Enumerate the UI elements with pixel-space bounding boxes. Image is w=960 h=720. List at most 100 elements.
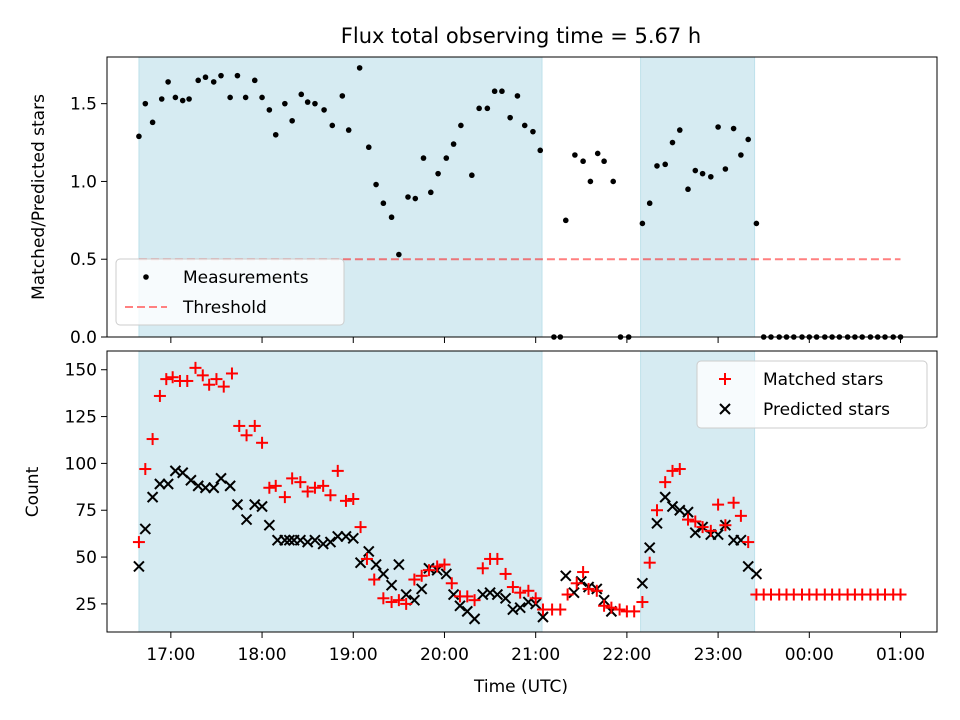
matched-star-point	[682, 513, 694, 526]
predicted-stars-points	[133, 465, 763, 625]
predicted-star-point	[309, 534, 321, 546]
predicted-star-stroke	[199, 482, 212, 494]
top-x-ticks	[170, 337, 902, 343]
matched-star-point	[189, 361, 202, 374]
matched-star-point	[196, 369, 209, 382]
matched-star-point	[225, 367, 238, 380]
top-y-tick-label: 0.5	[70, 250, 97, 270]
matched-star-point	[582, 582, 595, 595]
predicted-star-point	[256, 500, 268, 513]
measurement-point	[562, 217, 569, 224]
measurement-point	[165, 79, 171, 85]
matched-star-point	[203, 378, 216, 391]
matched-star-point	[438, 558, 451, 571]
observing-window-top-1	[640, 56, 756, 338]
top-panel: 0.0 0.5 1.0 1.5 Matched/Predicted stars Mea…	[29, 56, 938, 348]
matched-star-point	[894, 588, 907, 601]
predicted-star-stroke	[454, 600, 466, 612]
bottom-legend-box	[696, 360, 928, 429]
measurement-point	[388, 214, 395, 221]
top-legend-box	[115, 258, 345, 326]
measurement-point	[242, 94, 249, 101]
predicted-star-point	[689, 527, 702, 539]
predicted-star-stroke	[332, 530, 344, 543]
measurement-point	[738, 152, 744, 158]
predicted-star-stroke	[750, 568, 763, 580]
measurement-point	[373, 181, 379, 188]
matched-star-point	[461, 590, 474, 603]
measurement-point	[669, 139, 676, 146]
measurement-point	[610, 178, 617, 185]
predicted-star-point	[440, 568, 453, 580]
predicted-star-point	[263, 519, 276, 531]
predicted-star-stroke	[568, 586, 580, 599]
predicted-star-point	[537, 611, 549, 623]
matched-star-point	[514, 586, 527, 599]
measurement-point	[345, 127, 352, 133]
measurement-point	[158, 96, 165, 102]
measurement-point	[435, 170, 441, 177]
measurement-point	[420, 155, 427, 161]
bottom-x-ticks: 17:00 18:00 19:00 20:00 21:00 22:00 23:00 00:00…	[146, 632, 925, 665]
measurement-point	[380, 200, 387, 207]
predicted-star-point	[154, 478, 166, 490]
matched-star-point	[385, 596, 398, 609]
predicted-star-point	[370, 558, 382, 571]
predicted-star-stroke	[154, 478, 166, 490]
matched-star-point	[522, 584, 535, 597]
matched-star-point	[628, 605, 641, 618]
measurement-point	[587, 178, 594, 185]
predicted-star-stroke	[477, 588, 489, 601]
matched-star-point	[742, 536, 755, 549]
predicted-star-stroke	[636, 577, 649, 590]
predicted-star-stroke	[347, 532, 359, 545]
matched-star-point	[415, 569, 428, 582]
measurement-point	[730, 125, 737, 132]
matched-star-point	[286, 472, 299, 485]
matched-star-point	[233, 419, 246, 432]
matched-star-point	[210, 373, 223, 386]
measurement-point	[396, 251, 402, 258]
matched-star-point	[666, 464, 679, 477]
x-axis-label: Time (UTC)	[473, 677, 568, 697]
measurement-point	[715, 124, 721, 130]
legend-predicted-label: Predicted stars	[763, 400, 890, 420]
top-y-tick-label: 0.0	[70, 328, 97, 348]
predicted-star-point	[393, 558, 405, 571]
predicted-star-stroke	[659, 491, 671, 503]
matched-star-point	[554, 603, 567, 616]
measurement-point	[142, 100, 149, 107]
measurement-point	[179, 97, 186, 104]
matched-star-point	[659, 476, 672, 489]
matched-star-point	[324, 489, 337, 502]
matched-star-point	[598, 599, 611, 612]
predicted-star-stroke	[279, 534, 291, 546]
predicted-star-stroke	[400, 588, 412, 601]
measurement-point	[195, 77, 202, 84]
matched-star-point	[331, 464, 344, 477]
predicted-star-point	[377, 568, 390, 580]
measurement-point	[601, 158, 607, 165]
observing-window-bottom-0	[138, 350, 543, 633]
measurement-point	[745, 136, 751, 143]
predicted-star-stroke	[447, 588, 460, 601]
x-tick-label: 23:00	[694, 645, 743, 665]
predicted-star-stroke	[514, 601, 526, 614]
predicted-star-stroke	[283, 534, 296, 546]
measurement-point	[251, 77, 258, 84]
predicted-star-point	[363, 545, 375, 558]
predicted-star-stroke	[309, 534, 321, 546]
predicted-star-point	[283, 534, 296, 546]
predicted-star-point	[643, 541, 656, 554]
predicted-star-stroke	[317, 538, 329, 550]
measurement-point	[708, 173, 714, 180]
predicted-star-point	[415, 583, 428, 595]
bottom-y-tick-label: 25	[75, 595, 97, 615]
top-axes-frame	[106, 56, 938, 338]
predicted-star-stroke	[651, 517, 663, 530]
matched-star-point	[491, 552, 504, 565]
measurement-point	[491, 88, 498, 95]
measurement-point	[289, 117, 295, 124]
top-y-axis-label: Matched/Predicted stars	[29, 94, 49, 300]
matched-star-point	[139, 463, 152, 476]
